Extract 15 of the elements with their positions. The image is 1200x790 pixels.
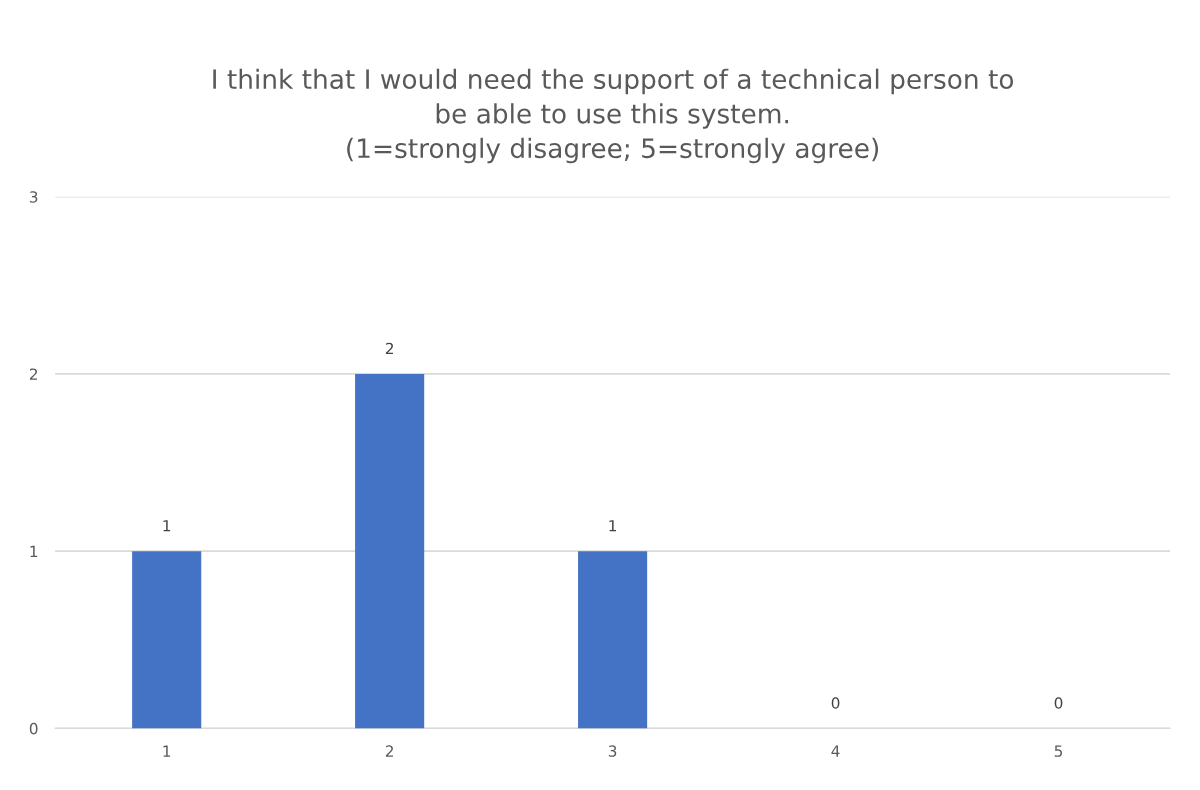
x-tick-label: 1 (163, 745, 171, 757)
data-label: 1 (609, 520, 617, 532)
y-tick-label: 0 (29, 722, 38, 735)
chart-title: I think that I would need the support of a technical person to be able to use this system. (1=strongly disagree; 5=strongly agree) (213, 68, 1014, 164)
x-tick-label: 2 (385, 745, 393, 757)
data-label: 0 (831, 697, 840, 709)
data-label: 1 (163, 520, 171, 532)
x-tick-label: 5 (1054, 745, 1063, 757)
y-tick-label: 3 (29, 191, 38, 203)
y-tick-label: 2 (29, 368, 37, 380)
x-tick-label: 4 (831, 745, 840, 757)
y-tick-label: 1 (30, 545, 38, 557)
x-tick-label: 3 (608, 745, 617, 757)
data-label: 2 (385, 342, 393, 355)
data-label: 0 (1054, 697, 1063, 709)
